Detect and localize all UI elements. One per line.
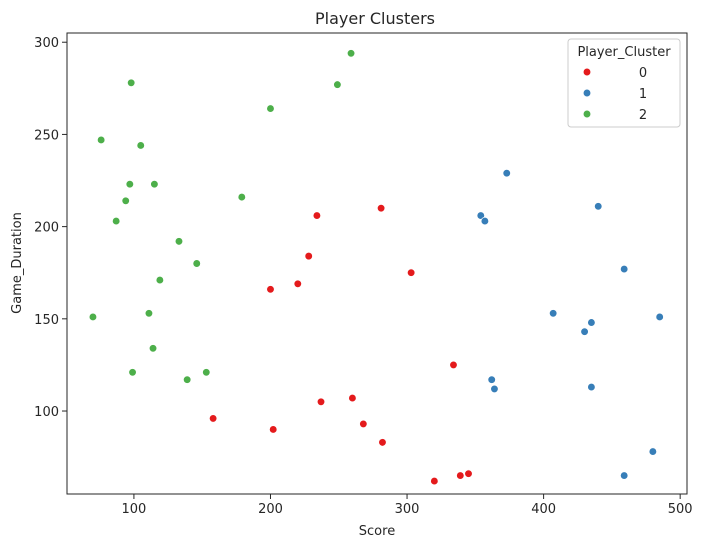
data-point-cluster-2 [88, 312, 98, 322]
data-point-cluster-1 [487, 375, 496, 384]
plot-area [66, 32, 688, 495]
data-point-cluster-2 [192, 259, 201, 268]
y-tick-label: 250 [34, 128, 59, 143]
legend-label-cluster-1: 1 [639, 87, 647, 102]
legend-label-cluster-2: 2 [639, 108, 647, 123]
data-point-cluster-0 [456, 471, 465, 480]
y-tick-label: 100 [34, 405, 59, 420]
ticks-layer: 100 200 300 400 500 100 150 200 250 300 [34, 36, 692, 517]
y-axis-label: Game_Duration [10, 212, 25, 314]
x-tick-label: 200 [258, 502, 283, 517]
data-point-cluster-1 [480, 216, 490, 226]
x-tick-label: 100 [122, 502, 147, 517]
x-tick-label: 400 [531, 502, 556, 517]
data-point-cluster-0 [293, 279, 302, 288]
data-point-cluster-1 [655, 312, 664, 322]
y-tick-label: 300 [34, 36, 59, 51]
data-point-cluster-0 [316, 397, 326, 406]
legend-marker-cluster-1 [582, 88, 592, 98]
data-point-cluster-1 [587, 318, 596, 327]
data-point-cluster-2 [202, 368, 211, 377]
data-point-cluster-2 [155, 275, 165, 285]
data-point-cluster-2 [96, 135, 106, 145]
data-point-cluster-2 [346, 49, 356, 58]
data-point-cluster-0 [266, 285, 275, 294]
data-point-cluster-2 [266, 104, 275, 113]
data-point-cluster-2 [112, 216, 121, 226]
legend-marker-cluster-2 [582, 109, 592, 119]
data-point-cluster-2 [144, 309, 154, 318]
data-point-cluster-0 [304, 251, 313, 261]
legend-marker-cluster-0 [582, 67, 592, 77]
x-tick-label: 500 [668, 502, 693, 517]
data-point-cluster-2 [125, 180, 134, 189]
data-point-cluster-2 [148, 344, 158, 353]
data-point-cluster-0 [359, 419, 368, 429]
data-point-cluster-1 [502, 168, 511, 178]
data-point-cluster-0 [376, 204, 386, 213]
data-point-cluster-2 [183, 375, 192, 384]
x-tick-label: 300 [395, 502, 420, 517]
data-point-cluster-2 [237, 192, 246, 202]
legend: Player_Cluster 0 1 2 [567, 38, 681, 128]
data-point-cluster-0 [430, 476, 439, 486]
x-axis-label: Score [359, 524, 395, 539]
data-point-cluster-1 [490, 384, 499, 394]
chart-title: Player Clusters [315, 9, 435, 28]
data-point-cluster-1 [476, 211, 485, 220]
legend-label-cluster-0: 0 [639, 66, 647, 81]
data-point-cluster-0 [312, 211, 322, 220]
data-point-cluster-0 [406, 268, 416, 277]
y-tick-label: 200 [34, 221, 59, 236]
data-point-cluster-2 [136, 141, 145, 150]
legend-box [567, 38, 681, 128]
data-point-cluster-2 [150, 180, 159, 189]
data-point-cluster-0 [449, 360, 458, 370]
data-point-cluster-1 [580, 327, 589, 336]
data-point-cluster-0 [348, 393, 357, 403]
legend-title: Player_Cluster [577, 45, 671, 60]
data-point-cluster-1 [620, 264, 629, 274]
data-point-cluster-1 [587, 382, 596, 392]
data-point-cluster-2 [128, 368, 137, 377]
data-point-cluster-1 [620, 471, 629, 480]
points-layer [88, 49, 664, 486]
data-point-cluster-1 [549, 309, 558, 318]
y-tick-label: 150 [34, 313, 59, 328]
data-point-cluster-0 [208, 414, 218, 423]
data-point-cluster-1 [594, 202, 603, 211]
data-point-cluster-2 [127, 78, 136, 87]
data-point-cluster-0 [378, 438, 387, 447]
data-point-cluster-2 [174, 237, 184, 246]
data-point-cluster-0 [269, 425, 278, 434]
data-point-cluster-1 [648, 447, 658, 456]
data-point-cluster-0 [464, 469, 473, 478]
data-point-cluster-2 [333, 80, 342, 89]
data-point-cluster-2 [121, 196, 130, 205]
